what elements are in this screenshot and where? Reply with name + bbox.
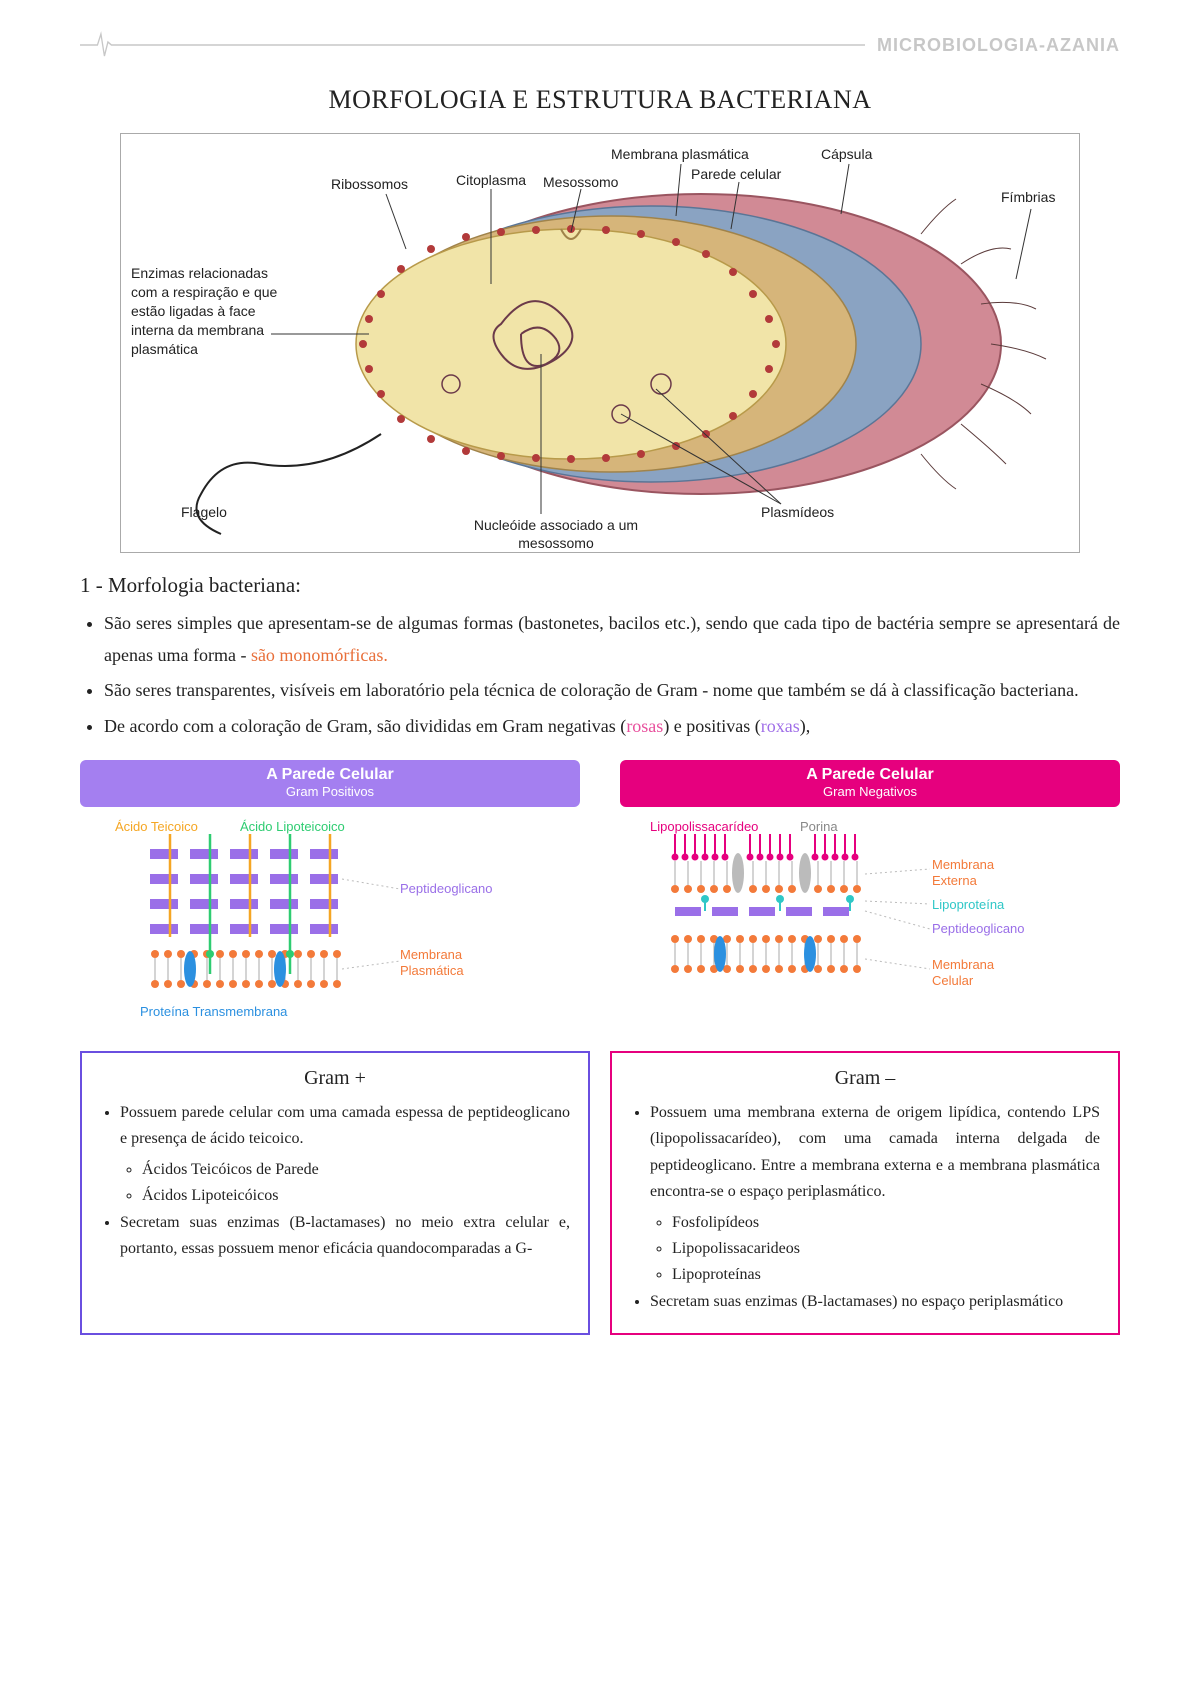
- bacteria-diagram: Enzimas relacionadas com a respiração e …: [120, 133, 1080, 553]
- bullet-1: São seres simples que apresentam-se de a…: [104, 608, 1120, 671]
- cellwall-pos: A Parede Celular Gram Positivos: [80, 760, 580, 1029]
- b3b: ) e positivas (: [663, 716, 760, 736]
- label-citoplasma: Citoplasma: [456, 172, 526, 188]
- cw-neg-porina: Porina: [800, 819, 838, 834]
- gn-s3: Lipoproteínas: [672, 1262, 1100, 1288]
- cw-pos-lipoteicoico: Ácido Lipoteicoico: [240, 819, 345, 834]
- cellwall-neg: A Parede Celular Gram Negativos: [620, 760, 1120, 1029]
- cw-neg-title: A Parede Celular: [620, 766, 1120, 784]
- cw-pos-sub: Gram Positivos: [80, 784, 580, 799]
- label-fimbrias: Fímbrias: [1001, 189, 1055, 205]
- page-header: MICROBIOLOGIA-AZANIA: [80, 30, 1120, 60]
- gp-p2: Secretam suas enzimas (B-lactamases) no …: [120, 1210, 570, 1263]
- cw-pos-title: A Parede Celular: [80, 766, 580, 784]
- label-plasmideos: Plasmídeos: [761, 504, 834, 520]
- gn-s2: Lipopolissacarideos: [672, 1236, 1100, 1262]
- label-membrana-plasmatica: Membrana plasmática: [611, 146, 749, 162]
- gn-p1: Possuem uma membrana externa de origem l…: [650, 1100, 1100, 1289]
- cw-pos-teicoico: Ácido Teicoico: [115, 819, 198, 834]
- cw-neg-header: A Parede Celular Gram Negativos: [620, 760, 1120, 807]
- label-ribossomos: Ribossomos: [331, 176, 408, 192]
- cw-pos-membrana: Membrana Plasmática: [400, 947, 490, 978]
- bullet-2: São seres transparentes, visíveis em lab…: [104, 675, 1120, 707]
- cw-neg-lps: Lipopolissacarídeo: [650, 819, 758, 834]
- bullet-3: De acordo com a coloração de Gram, são d…: [104, 711, 1120, 743]
- gram-boxes: Gram + Possuem parede celular com uma ca…: [80, 1051, 1120, 1335]
- label-enzimas: Enzimas relacionadas com a respiração e …: [131, 264, 286, 358]
- cellwall-row: A Parede Celular Gram Positivos: [80, 760, 1120, 1029]
- section1-list: São seres simples que apresentam-se de a…: [80, 608, 1120, 742]
- label-nucleoide: Nucleóide associado a um mesossomo: [471, 516, 641, 552]
- gp-p1: Possuem parede celular com uma camada es…: [120, 1100, 570, 1210]
- cw-pos-proteina: Proteína Transmembrana: [140, 1004, 287, 1019]
- gram-neg-box: Gram – Possuem uma membrana externa de o…: [610, 1051, 1120, 1335]
- cw-neg-membrana-ext: Membrana Externa: [932, 857, 1022, 888]
- cw-neg-peptido: Peptideoglicano: [932, 921, 1025, 936]
- gram-neg-title: Gram –: [630, 1067, 1100, 1090]
- gram-pos-box: Gram + Possuem parede celular com uma ca…: [80, 1051, 590, 1335]
- gn-p1-text: Possuem uma membrana externa de origem l…: [650, 1104, 1100, 1200]
- cw-neg-sub: Gram Negativos: [620, 784, 1120, 799]
- label-mesossomo: Mesossomo: [543, 174, 618, 190]
- cw-neg-lipoproteina: Lipoproteína: [932, 897, 1004, 912]
- header-brand: MICROBIOLOGIA-AZANIA: [877, 35, 1120, 56]
- b3-purple: roxas: [761, 716, 800, 736]
- gn-s1: Fosfolipídeos: [672, 1210, 1100, 1236]
- label-capsula: Cápsula: [821, 146, 872, 162]
- b3-pink: rosas: [626, 716, 663, 736]
- cw-pos-diagram: Ácido Teicoico Ácido Lipoteicoico Peptid…: [80, 819, 580, 1029]
- gp-p1-text: Possuem parede celular com uma camada es…: [120, 1104, 570, 1147]
- cw-neg-diagram: Lipopolissacarídeo Porina Membrana Exter…: [620, 819, 1120, 1029]
- section1-heading: 1 - Morfologia bacteriana:: [80, 573, 1120, 598]
- b1-highlight: são monomórficas.: [251, 645, 388, 665]
- b3c: ),: [800, 716, 811, 736]
- gp-s2: Ácidos Lipoteicóicos: [142, 1183, 570, 1209]
- gp-s1: Ácidos Teicóicos de Parede: [142, 1157, 570, 1183]
- label-flagelo: Flagelo: [181, 504, 227, 520]
- gram-pos-title: Gram +: [100, 1067, 570, 1090]
- cw-pos-header: A Parede Celular Gram Positivos: [80, 760, 580, 807]
- cw-neg-membrana-cel: Membrana Celular: [932, 957, 1022, 988]
- b3a: De acordo com a coloração de Gram, são d…: [104, 716, 626, 736]
- gn-p2: Secretam suas enzimas (B-lactamases) no …: [650, 1289, 1100, 1315]
- ecg-line: [80, 30, 865, 60]
- label-parede-celular: Parede celular: [691, 166, 781, 182]
- page-title: MORFOLOGIA E ESTRUTURA BACTERIANA: [80, 85, 1120, 115]
- cw-pos-peptido: Peptideoglicano: [400, 881, 493, 896]
